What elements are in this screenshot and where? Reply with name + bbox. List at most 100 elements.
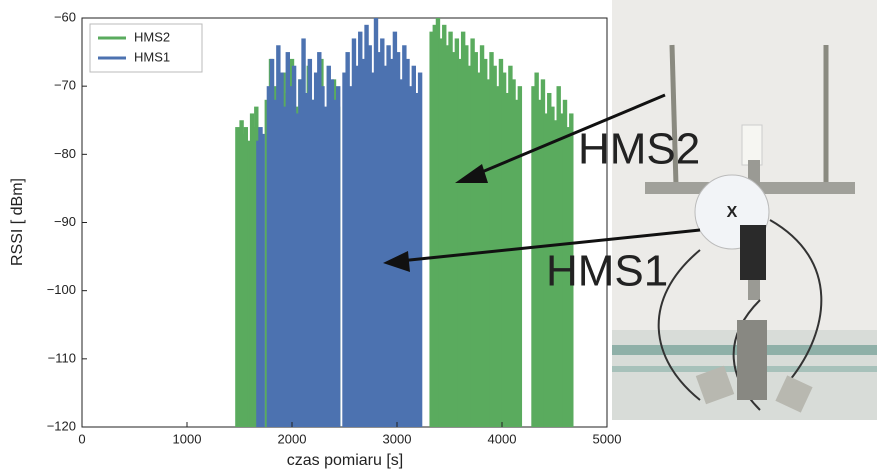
bar: [411, 65, 416, 427]
arrows: [383, 93, 701, 272]
bar: [451, 52, 456, 427]
bar: [531, 86, 536, 428]
bar: [389, 58, 394, 428]
bar: [276, 45, 281, 428]
bar: [345, 52, 350, 427]
bar: [279, 72, 284, 428]
bar: [383, 65, 388, 427]
bar: [476, 72, 482, 428]
bar: [358, 31, 363, 428]
photo: X: [612, 0, 877, 420]
bar: [364, 24, 369, 428]
y-tick-label: −80: [54, 146, 76, 161]
y-tick-label: −100: [47, 282, 76, 297]
bar: [562, 99, 568, 428]
bar: [298, 79, 303, 427]
bar: [301, 38, 306, 427]
bar: [329, 79, 335, 427]
x-tick-label: 5000: [593, 431, 622, 446]
bar: [285, 52, 290, 427]
bar: [351, 38, 357, 427]
bar: [395, 52, 401, 427]
bar: [405, 58, 410, 428]
bar: [348, 86, 353, 428]
bar: [417, 72, 423, 428]
bar: [495, 86, 500, 428]
bar: [386, 45, 391, 428]
bar: [304, 92, 309, 427]
bar: [310, 99, 316, 428]
bar: [492, 65, 497, 427]
bar: [479, 45, 485, 428]
bar: [354, 65, 360, 427]
bar: [342, 72, 347, 428]
bar: [288, 86, 294, 428]
bar: [498, 58, 504, 428]
bar: [508, 65, 513, 427]
bar: [565, 127, 571, 428]
bar: [553, 120, 558, 427]
bar: [514, 99, 519, 428]
bar: [266, 86, 272, 428]
bar: [313, 72, 319, 428]
bar: [291, 65, 297, 427]
y-tick-label: −90: [54, 214, 76, 229]
x-tick-label: 0: [78, 431, 85, 446]
bar: [336, 86, 341, 428]
bar: [432, 24, 437, 428]
bar: [534, 72, 539, 428]
bar: [505, 92, 510, 427]
bar: [517, 86, 523, 428]
bar: [307, 58, 313, 428]
bar: [550, 106, 555, 427]
bar: [370, 72, 376, 428]
bar: [473, 52, 478, 427]
bar: [282, 106, 287, 427]
annotation: HMS1: [546, 247, 668, 296]
bar: [464, 45, 469, 428]
legend-label: HMS1: [134, 49, 170, 64]
bar: [467, 65, 472, 427]
bar: [483, 58, 488, 428]
bar: [380, 38, 385, 427]
bar: [373, 18, 379, 427]
bar: [273, 99, 278, 428]
y-tick-label: −70: [54, 78, 76, 93]
bar: [460, 31, 466, 428]
x-tick-label: 2000: [278, 431, 307, 446]
bar: [445, 45, 450, 428]
bar: [408, 86, 413, 428]
bar: [269, 58, 275, 428]
y-tick-label: −110: [48, 350, 76, 365]
x-tick-label: 3000: [383, 431, 412, 446]
bar: [540, 79, 546, 427]
bar: [454, 38, 460, 427]
legend-box: [89, 23, 203, 73]
bar: [537, 99, 542, 428]
bar: [326, 65, 331, 427]
bar: [438, 38, 444, 427]
x-tick-label: 1000: [173, 431, 202, 446]
bar: [260, 133, 265, 427]
bar: [392, 31, 398, 428]
bar: [376, 52, 382, 427]
legend-label: HMS2: [134, 29, 170, 44]
bar: [559, 113, 565, 427]
bar: [547, 92, 552, 427]
x-axis-label: czas pomiaru [s]: [287, 452, 403, 469]
bar: [320, 86, 325, 428]
x-tick-label: 4000: [488, 431, 517, 446]
y-axis-label: RSSI [ dBm]: [9, 178, 26, 266]
bar: [448, 31, 453, 428]
svg-text:X: X: [727, 204, 738, 221]
y-tick-label: −120: [47, 418, 76, 433]
bar: [511, 79, 516, 427]
bar: [361, 58, 366, 428]
bar: [457, 58, 463, 428]
bar: [317, 52, 322, 427]
bar: [399, 79, 404, 427]
bar: [402, 45, 407, 428]
bar: [435, 18, 441, 427]
bar: [569, 113, 574, 427]
